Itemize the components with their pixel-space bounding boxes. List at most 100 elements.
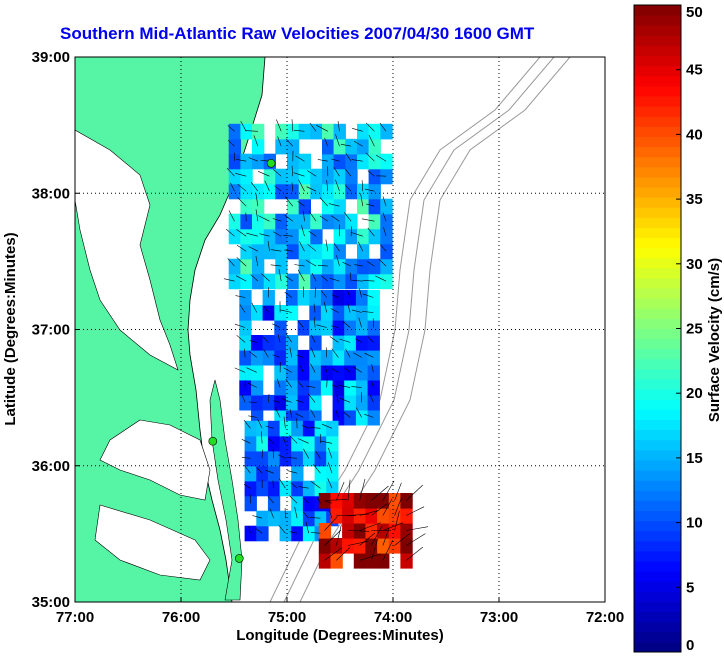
velocity-cell (287, 168, 300, 185)
velocity-arrow (320, 275, 328, 282)
velocity-arrow (235, 159, 247, 162)
velocity-cell (314, 420, 327, 437)
velocity-cell (322, 243, 335, 260)
velocity-cell (318, 553, 332, 569)
y-tick-label: 35:00 (32, 594, 70, 611)
velocity-cell (275, 228, 288, 245)
velocity-arrow (336, 481, 345, 501)
velocity-cell (240, 243, 253, 260)
velocity-cell (240, 123, 253, 140)
velocity-cell (320, 349, 334, 366)
velocity-cell (309, 290, 322, 306)
velocity-cell (252, 123, 265, 140)
x-tick-label: 72:00 (586, 609, 624, 626)
velocity-arrow (241, 457, 251, 459)
velocity-cell (256, 480, 269, 497)
velocity-arrow (345, 348, 351, 358)
velocity-cell (357, 198, 370, 215)
velocity-arrow (272, 354, 281, 358)
velocity-arrow (262, 336, 269, 343)
velocity-arrow (239, 304, 246, 313)
velocity-arrow (361, 218, 375, 222)
velocity-arrow (310, 334, 316, 343)
velocity-arrow (406, 546, 423, 561)
velocity-cell (244, 435, 257, 452)
velocity-arrow (293, 172, 305, 177)
y-tick-label: 36:00 (32, 458, 70, 475)
velocity-arrow (256, 467, 263, 474)
velocity-cell (377, 523, 390, 539)
velocity-cell (357, 183, 370, 200)
velocity-arrow (248, 526, 251, 534)
velocity-cell (388, 538, 402, 554)
velocity-arrow (247, 382, 257, 388)
velocity-arrow (331, 348, 339, 358)
velocity-arrow (316, 125, 328, 132)
velocity-cell (345, 228, 358, 245)
velocity-cell (287, 183, 300, 200)
velocity-cell (368, 198, 381, 215)
velocity-arrow (267, 496, 274, 504)
velocity-cell (330, 553, 343, 569)
velocity-cell (333, 243, 346, 260)
velocity-cell (228, 228, 241, 245)
velocity-cell (267, 450, 281, 467)
velocity-cell (333, 183, 346, 200)
velocity-arrow (312, 464, 321, 474)
velocity-cell (314, 510, 327, 527)
velocity-cell (333, 273, 346, 290)
velocity-cell (330, 538, 343, 554)
velocity-cell (267, 435, 281, 452)
velocity-arrow (371, 525, 383, 546)
velocity-cell (368, 273, 381, 290)
chart-title: Southern Mid-Atlantic Raw Velocities 200… (60, 24, 535, 43)
velocity-cell (240, 213, 253, 230)
velocity-arrow (291, 119, 294, 132)
velocity-arrow (347, 290, 351, 298)
velocity-arrow (310, 480, 321, 489)
velocity-cell (252, 258, 265, 275)
velocity-cell (357, 138, 370, 155)
velocity-arrow (272, 323, 281, 328)
velocity-arrow (327, 478, 333, 489)
velocity-cell (368, 153, 381, 170)
velocity-cell (252, 153, 265, 170)
velocity-arrow (325, 347, 327, 358)
velocity-arrow (336, 395, 339, 403)
velocity-cell (252, 198, 265, 215)
velocity-arrow (353, 352, 362, 358)
velocity-cell (322, 198, 335, 215)
velocity-arrow (287, 470, 298, 474)
velocity-arrow (258, 215, 270, 222)
x-tick-labels: 77:00 76:00 75:00 74:00 73:00 72:00 (56, 597, 624, 626)
velocity-arrow (329, 336, 339, 343)
velocity-arrow (308, 210, 317, 222)
velocity-arrow (269, 508, 274, 519)
velocity-arrow (255, 255, 259, 267)
velocity-arrow (406, 506, 425, 516)
velocity-cell (380, 213, 393, 230)
velocity-arrow (295, 155, 305, 162)
velocity-arrow (359, 522, 381, 531)
velocity-arrow (394, 482, 402, 501)
velocity-arrow (227, 125, 235, 132)
velocity-cell (285, 364, 299, 381)
velocity-arrow (324, 365, 327, 373)
velocity-arrow (343, 212, 352, 222)
velocity-arrow (342, 261, 352, 267)
velocity-arrow (316, 496, 321, 504)
velocity-cell (388, 523, 402, 539)
velocity-arrow (235, 295, 246, 298)
velocity-cell (275, 213, 288, 230)
velocity-cell (310, 168, 323, 185)
velocity-arrow (324, 547, 343, 561)
velocity-cell (297, 379, 310, 396)
velocity-cell (298, 258, 311, 275)
velocity-arrow (244, 130, 258, 132)
velocity-cell (318, 493, 332, 509)
velocity-cell (355, 349, 369, 366)
velocity-arrow (265, 469, 274, 474)
velocity-arrow (227, 140, 235, 147)
velocity-cell (377, 538, 390, 554)
velocity-arrow (367, 336, 374, 343)
